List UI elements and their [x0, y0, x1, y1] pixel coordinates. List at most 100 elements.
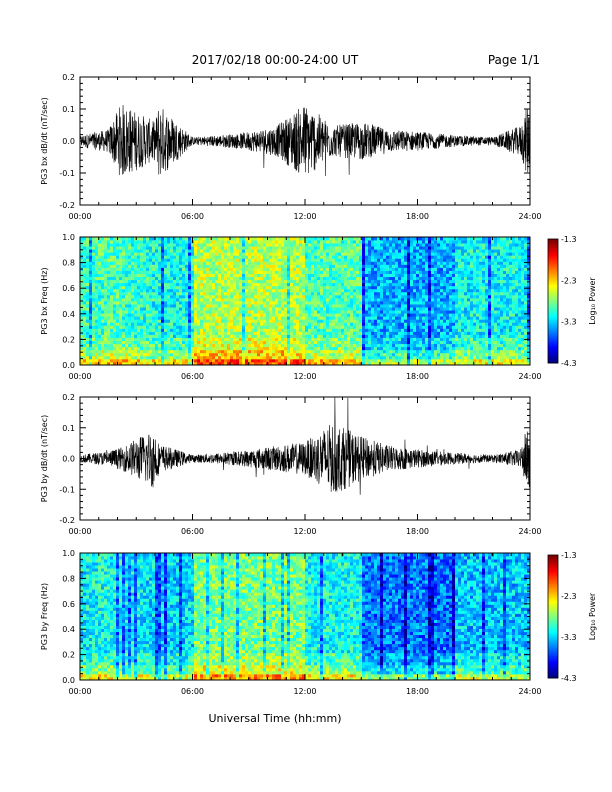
spectrogram-cell: [275, 316, 279, 320]
spectrogram-cell: [122, 246, 126, 250]
spectrogram-cell: [371, 273, 375, 278]
spectrogram-cell: [116, 301, 120, 305]
spectrogram-cell: [98, 285, 102, 290]
spectrogram-cell: [188, 343, 192, 348]
spectrogram-cell: [389, 328, 393, 332]
spectrogram-cell: [173, 240, 177, 244]
spectrogram-cell: [419, 270, 423, 274]
spectrogram-cell: [350, 346, 354, 351]
spectrogram-cell: [407, 301, 411, 305]
spectrogram-cell: [317, 328, 321, 332]
spectrogram-cell: [125, 325, 129, 329]
spectrogram-cell: [98, 301, 102, 305]
spectrogram-cell: [335, 355, 339, 360]
spectrogram-cell: [98, 328, 102, 332]
spectrogram-cell: [239, 331, 243, 335]
spectrogram-cell: [329, 279, 333, 284]
spectrogram-cell: [302, 258, 306, 262]
spectrogram-cell: [284, 264, 288, 268]
spectrogram-cell: [326, 288, 330, 293]
spectrogram-cell: [254, 310, 258, 314]
y-tick-label: 0.2: [62, 73, 75, 82]
spectrogram-cell: [161, 249, 165, 253]
spectrogram-cell: [374, 352, 378, 357]
spectrogram-cell: [404, 358, 408, 363]
spectrogram-cell: [356, 346, 360, 351]
spectrogram-cell: [278, 325, 282, 329]
spectrogram-cell: [140, 249, 144, 253]
spectrogram-cell: [389, 285, 393, 290]
spectrogram-cell: [272, 279, 276, 284]
spectrogram-cell: [134, 276, 138, 281]
spectrogram-cell: [101, 273, 105, 278]
spectrogram-cell: [329, 331, 333, 335]
spectrogram-cell: [161, 291, 165, 296]
spectrogram-cell: [392, 361, 396, 366]
spectrogram-cell: [86, 322, 90, 326]
spectrogram-cell: [329, 240, 333, 244]
spectrogram-cell: [338, 270, 342, 274]
spectrogram-cell: [221, 334, 225, 338]
spectrogram-cell: [302, 307, 306, 311]
spectrogram-cell: [128, 255, 132, 259]
spectrogram-cell: [386, 276, 390, 281]
spectrogram-cell: [398, 240, 402, 244]
spectrogram-cell: [392, 237, 396, 241]
spectrogram-cell: [281, 325, 285, 329]
spectrogram-cell: [218, 304, 222, 308]
spectrogram-cell: [329, 349, 333, 354]
spectrogram-cell: [290, 285, 294, 290]
spectrogram-cell: [128, 243, 132, 247]
spectrogram-cell: [155, 297, 159, 302]
spectrogram-cell: [227, 310, 231, 314]
spectrogram-cell: [227, 249, 231, 253]
spectrogram-cell: [365, 310, 369, 314]
spectrogram-cell: [101, 313, 105, 317]
spectrogram-cell: [272, 243, 276, 247]
spectrogram-cell: [209, 325, 213, 329]
spectrogram-cell: [344, 294, 348, 299]
spectrogram-cell: [389, 337, 393, 342]
spectrogram-cell: [155, 294, 159, 299]
spectrogram-cell: [155, 325, 159, 329]
spectrogram-cell: [305, 346, 309, 351]
spectrogram-cell: [263, 258, 267, 262]
spectrogram-cell: [161, 301, 165, 305]
spectrogram-cell: [182, 337, 186, 342]
spectrogram-cell: [332, 346, 336, 351]
spectrogram-cell: [110, 328, 114, 332]
spectrogram-cell: [263, 301, 267, 305]
spectrogram-cell: [389, 340, 393, 345]
spectrogram-cell: [422, 237, 426, 241]
spectrogram-cell: [386, 282, 390, 287]
spectrogram-cell: [371, 316, 375, 320]
spectrogram-cell: [284, 328, 288, 332]
spectrogram-cell: [341, 246, 345, 250]
spectrogram-cell: [401, 255, 405, 259]
spectrogram-cell: [122, 319, 126, 323]
spectrogram-cell: [197, 319, 201, 323]
spectrogram-cell: [326, 243, 330, 247]
spectrogram-cell: [92, 361, 96, 366]
spectrogram-cell: [248, 240, 252, 244]
spectrogram-cell: [209, 355, 213, 360]
spectrogram-cell: [347, 334, 351, 338]
spectrogram-cell: [173, 297, 177, 302]
spectrogram-cell: [305, 316, 309, 320]
spectrogram-cell: [347, 282, 351, 287]
spectrogram-cell: [107, 355, 111, 360]
spectrogram-cell: [155, 264, 159, 268]
spectrogram-cell: [422, 331, 426, 335]
spectrogram-cell: [350, 361, 354, 366]
spectrogram-cell: [269, 343, 273, 348]
spectrogram-cell: [248, 255, 252, 259]
spectrogram-cell: [218, 252, 222, 256]
spectrogram-cell: [116, 261, 120, 265]
spectrogram-cell: [392, 282, 396, 287]
spectrogram-cell: [365, 249, 369, 253]
spectrogram-cell: [122, 331, 126, 335]
spectrogram-cell: [323, 285, 327, 290]
spectrogram-cell: [305, 294, 309, 299]
spectrogram-cell: [323, 273, 327, 278]
spectrogram-cell: [299, 261, 303, 265]
